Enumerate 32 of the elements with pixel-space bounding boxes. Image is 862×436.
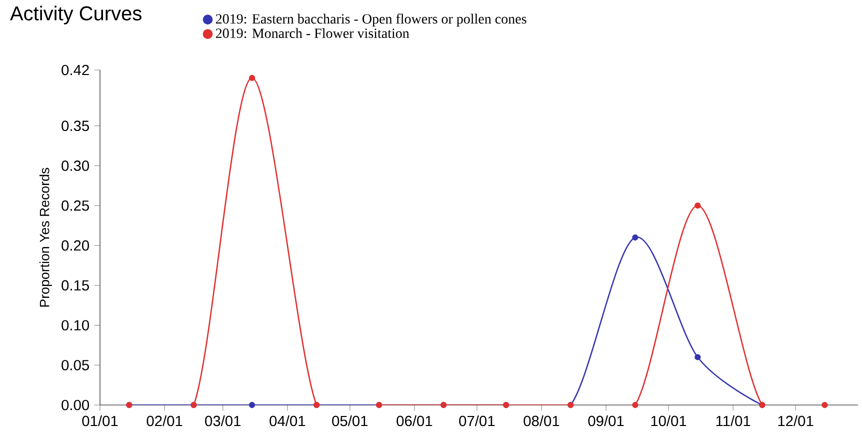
y-tick-label: 0.10 — [62, 320, 90, 330]
legend-label: 2019: Eastern baccharis - Open flowers or pollen cones — [216, 14, 526, 26]
x-tick-label: 08/01 — [524, 415, 560, 426]
point — [694, 354, 701, 360]
y-tick-label: 0.25 — [62, 200, 89, 211]
y-tick-label: 0.35 — [62, 120, 89, 132]
x-tick-label: 05/01 — [332, 415, 368, 426]
y-tick-label: 0.15 — [62, 280, 89, 291]
y-tick-label: 0.00 — [62, 400, 90, 410]
x-tick-label: 12/01 — [778, 415, 814, 426]
point — [248, 402, 256, 408]
y-tick-label: 0.30 — [62, 160, 90, 171]
y-tick-label: 0.42 — [62, 64, 89, 76]
y-tick-label: 0.05 — [62, 360, 89, 370]
x-tick-label: 07/01 — [459, 415, 495, 426]
y-axis-title: Proportion Yes Records — [39, 168, 52, 307]
x-tick-label: 02/01 — [146, 415, 182, 426]
x-tick-label: 09/01 — [588, 415, 624, 426]
x-tick-label: 04/01 — [270, 415, 306, 426]
point — [632, 402, 638, 408]
x-tick-label: 10/01 — [651, 415, 686, 426]
chart-title: Activity Curves — [10, 6, 142, 24]
point — [632, 234, 638, 241]
legend-label: 2019: Monarch - Flower visitation — [216, 28, 410, 38]
point — [822, 402, 828, 408]
x-tick-label: 03/01 — [205, 415, 241, 426]
y-tick-label: 0.20 — [62, 240, 90, 251]
point — [248, 74, 256, 82]
x-tick-label: 06/01 — [396, 415, 432, 426]
point — [694, 202, 701, 209]
x-tick-label: 01/01 — [82, 415, 118, 426]
x-tick-label: 11/01 — [716, 415, 750, 426]
